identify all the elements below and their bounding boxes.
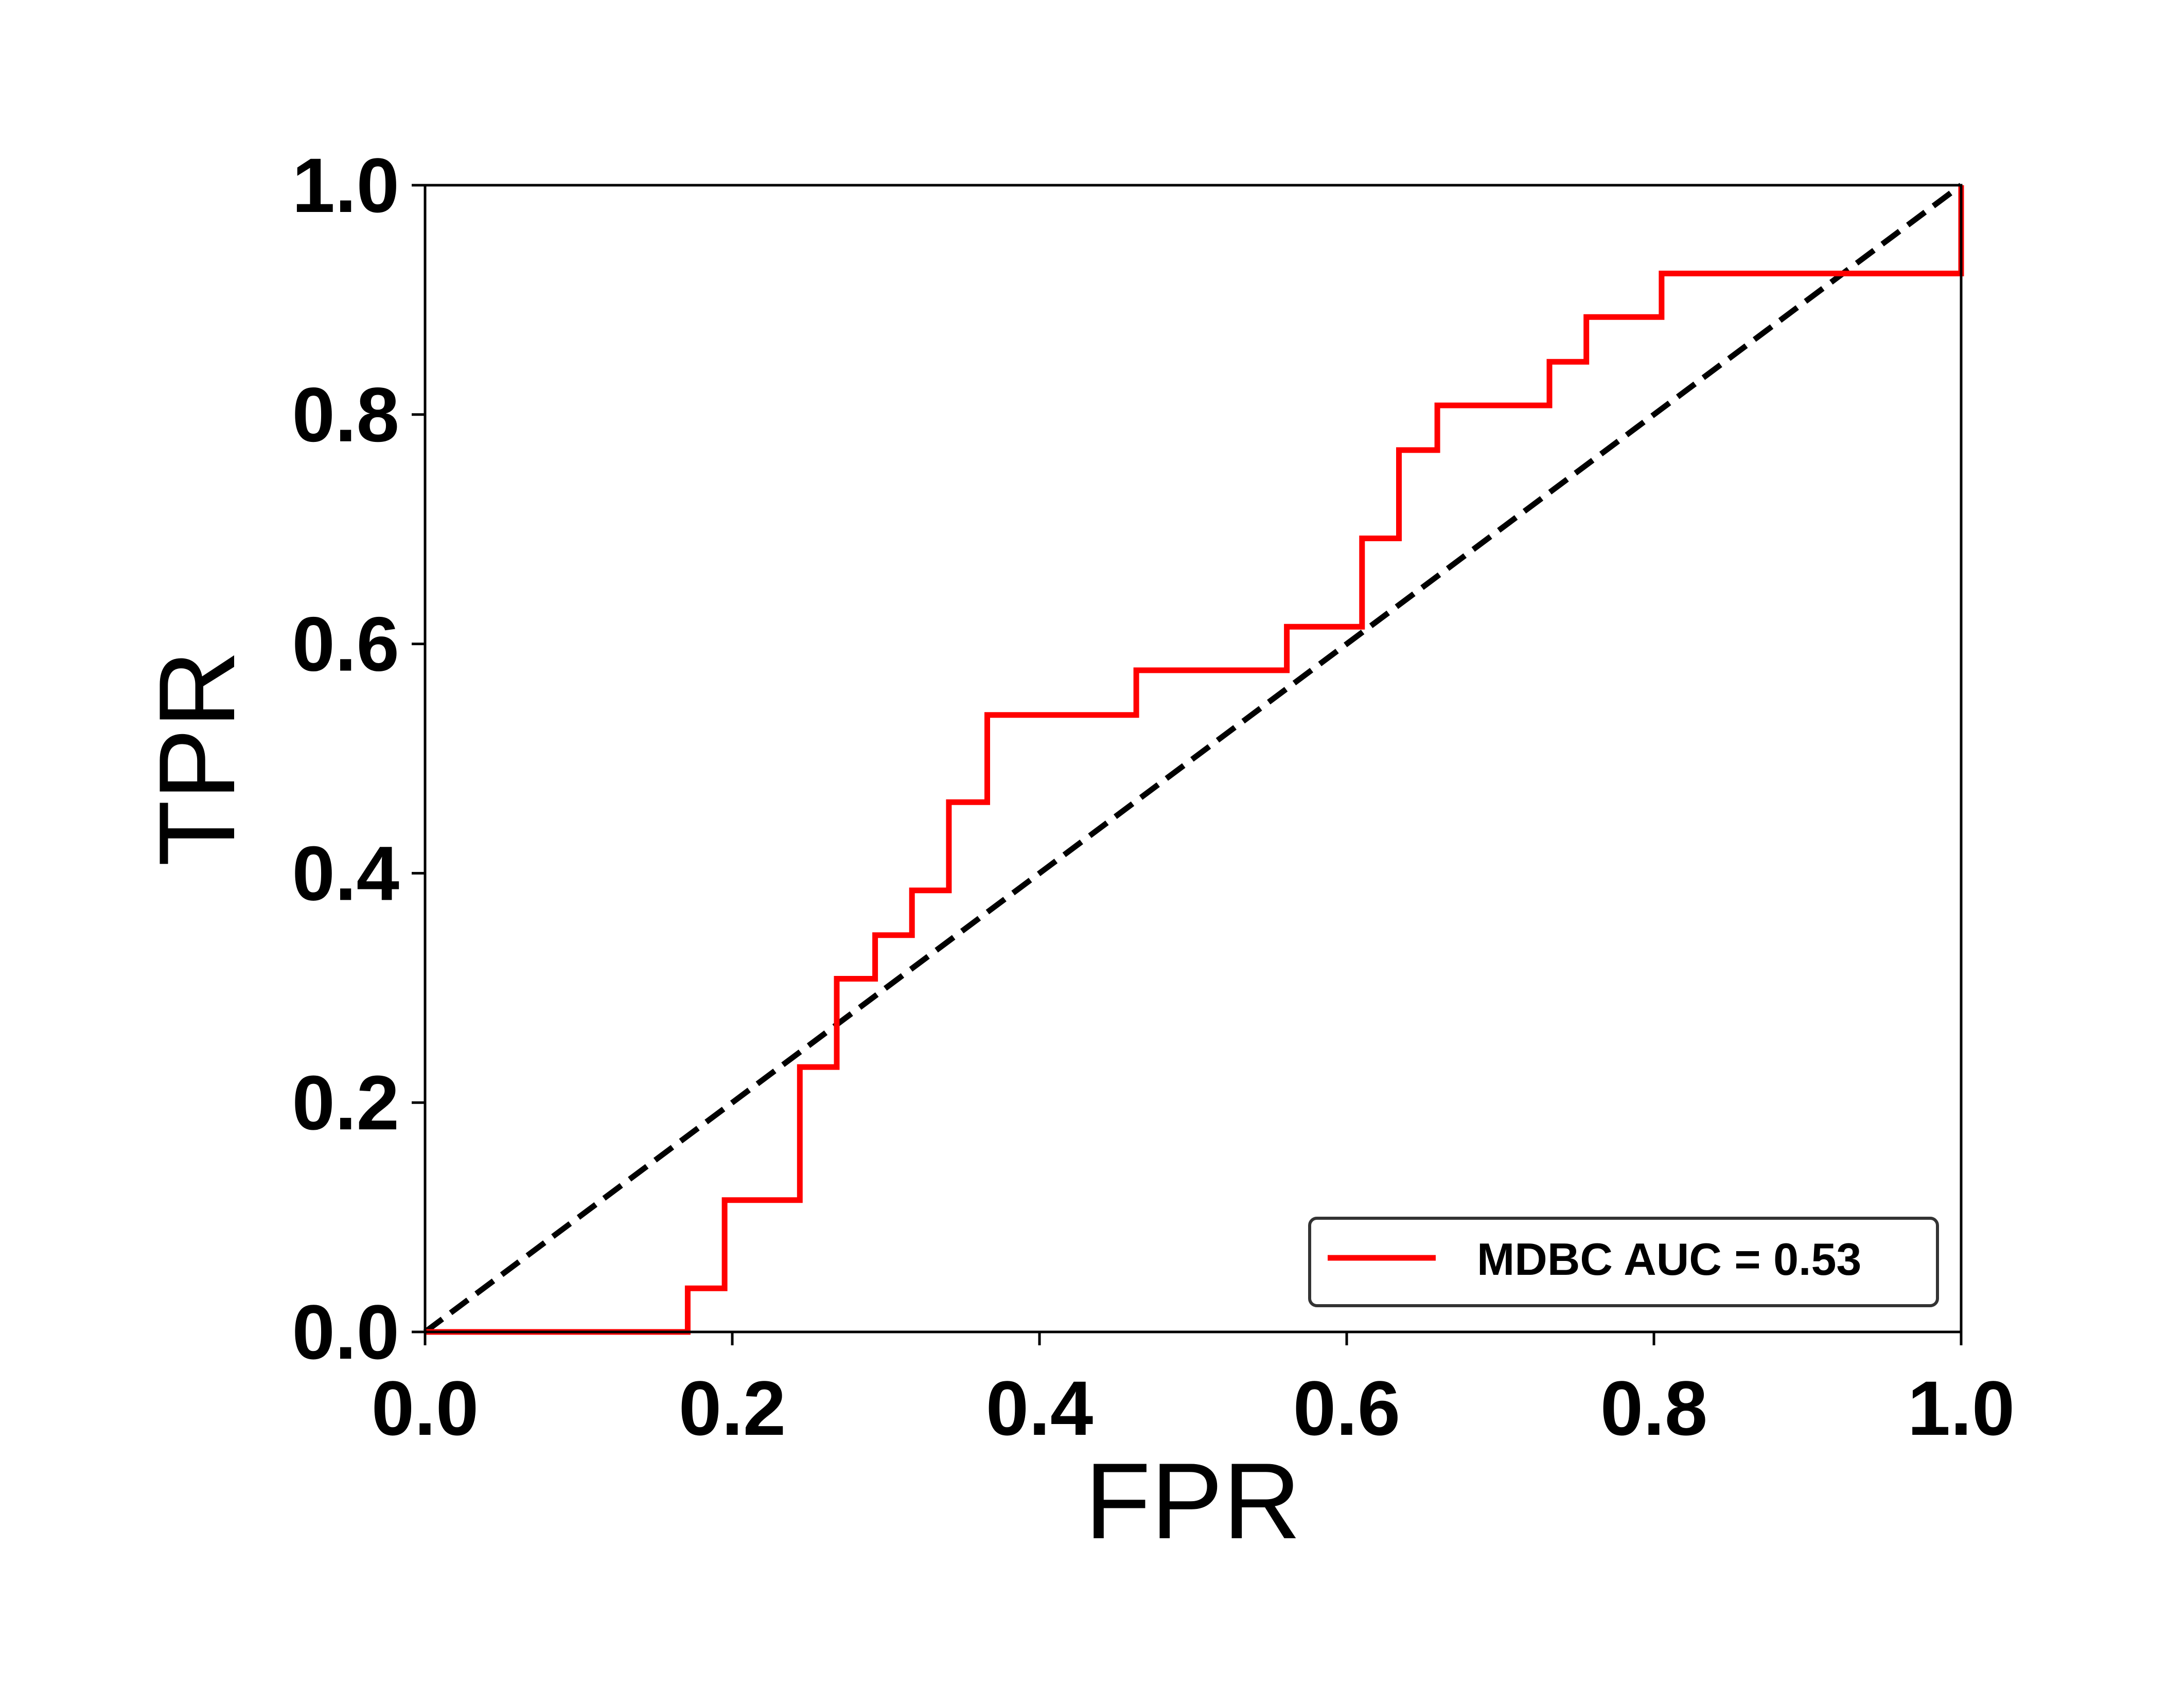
legend-label: MDBC AUC = 0.53 xyxy=(1477,1234,1861,1285)
x-tick-label: 1.0 xyxy=(1908,1365,2015,1451)
roc-series-line xyxy=(425,185,1964,1335)
legend-box xyxy=(1308,1217,1939,1307)
x-tick-label: 0.8 xyxy=(1600,1365,1708,1451)
y-tick-label: 1.0 xyxy=(292,142,399,228)
x-tick-label: 0.0 xyxy=(372,1365,479,1451)
x-axis-title: FPR xyxy=(1085,1440,1301,1561)
legend: MDBC AUC = 0.53 xyxy=(1308,1217,1939,1307)
y-tick-label: 0.4 xyxy=(292,830,399,916)
y-tick-label: 0.2 xyxy=(292,1059,399,1146)
y-axis-title: TPR xyxy=(136,650,257,866)
x-tick-label: 0.2 xyxy=(679,1365,786,1451)
plot-layer xyxy=(423,183,1964,1335)
chance-diagonal-line xyxy=(423,183,1963,1335)
plot-frame xyxy=(424,184,1963,1333)
x-axis-ticks: 0.0 0.2 0.4 0.6 0.8 1.0 xyxy=(372,1332,2015,1451)
x-tick-label: 0.4 xyxy=(986,1365,1094,1451)
x-tick-label: 0.6 xyxy=(1293,1365,1401,1451)
y-axis-ticks: 0.0 0.2 0.4 0.6 0.8 1.0 xyxy=(292,142,425,1375)
y-tick-label: 0.0 xyxy=(292,1289,399,1375)
y-tick-label: 0.8 xyxy=(292,371,399,458)
y-tick-label: 0.6 xyxy=(292,601,399,687)
